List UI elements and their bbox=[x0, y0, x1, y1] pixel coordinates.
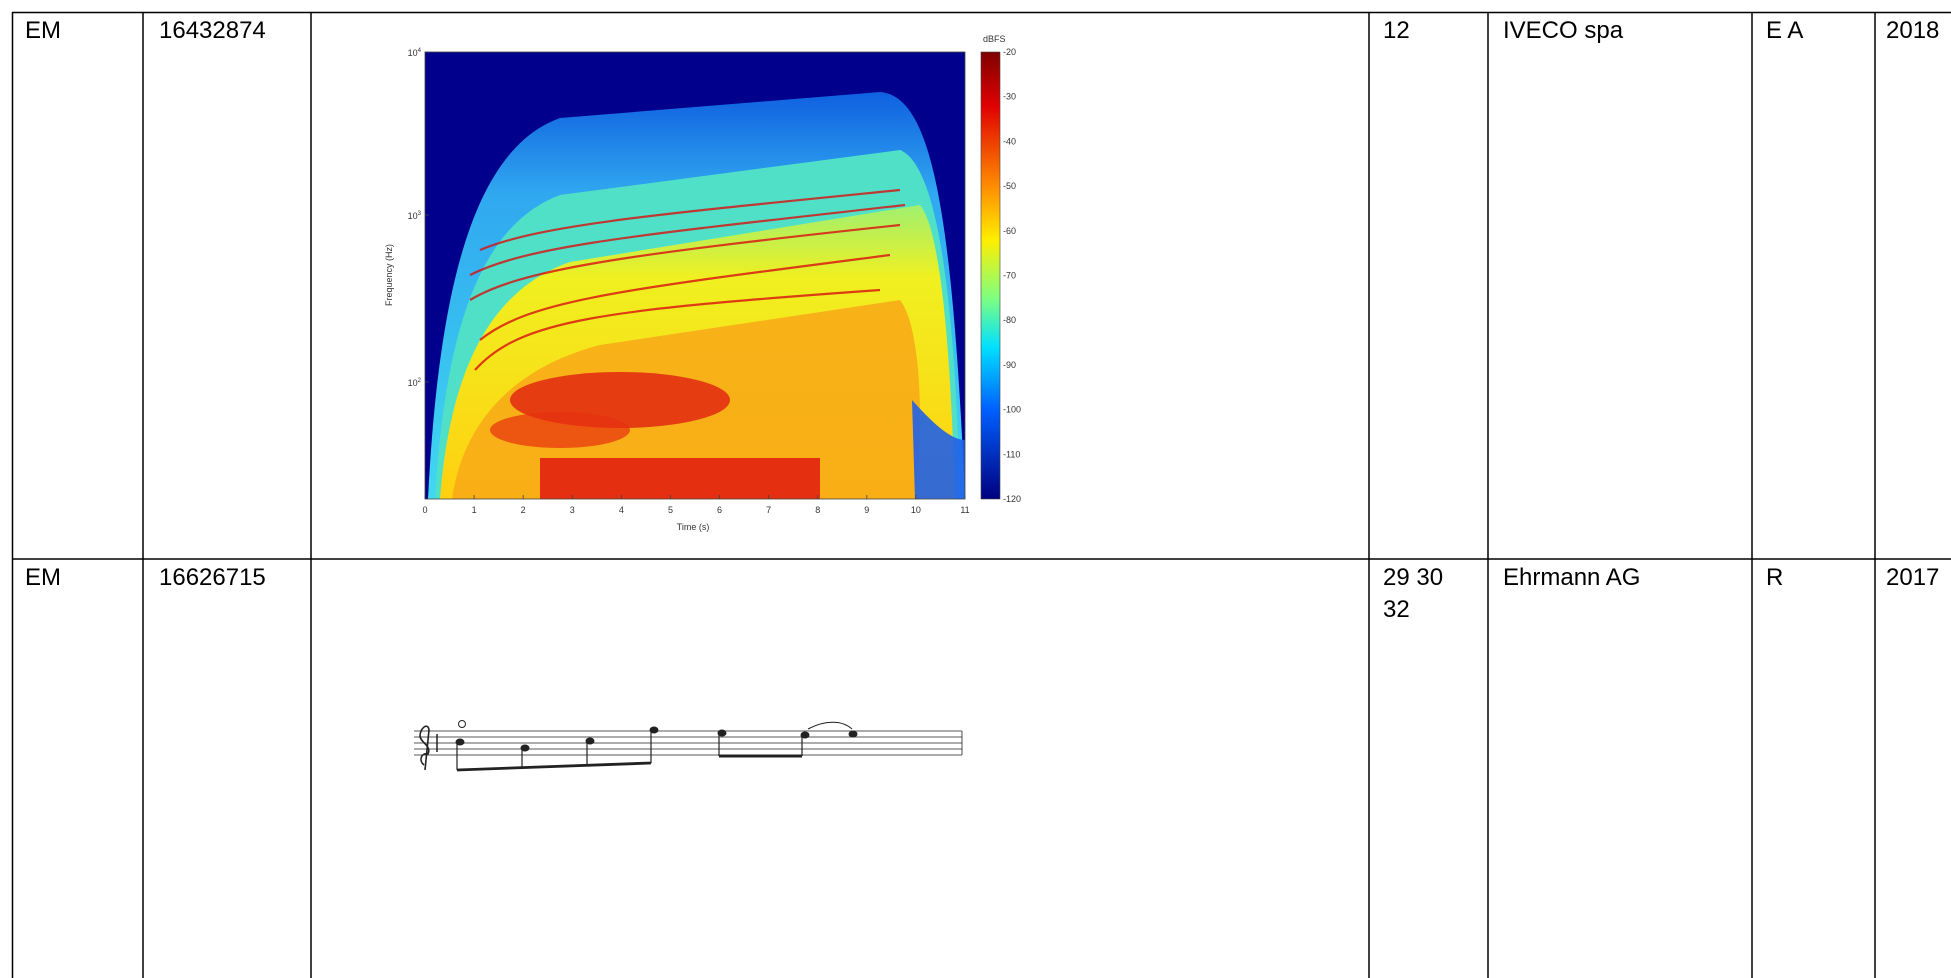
sheet-music bbox=[414, 720, 963, 772]
x-tick-label: 2 bbox=[521, 505, 526, 515]
colorbar-tick-label: -110 bbox=[1003, 449, 1020, 459]
cell-text: Ehrmann AG bbox=[1503, 564, 1640, 591]
y-tick-label: 104 bbox=[408, 48, 422, 58]
cell-text: 2018 bbox=[1886, 17, 1939, 44]
x-tick-label: 4 bbox=[619, 505, 624, 515]
tick-base: 10 bbox=[408, 48, 418, 58]
tick-exp: 3 bbox=[418, 211, 422, 217]
tick-base: 10 bbox=[408, 378, 418, 388]
cell-text: 32 bbox=[1383, 596, 1410, 623]
colorbar-tick-label: -100 bbox=[1003, 405, 1021, 415]
cell-text: EM bbox=[25, 17, 61, 44]
colorbar-tick-label: -120 bbox=[1003, 494, 1021, 504]
colorbar-tick-label: -30 bbox=[1003, 92, 1016, 102]
x-tick-label: 11 bbox=[960, 505, 969, 515]
tick-exp: 4 bbox=[418, 48, 422, 54]
colorbar-tick-label: -90 bbox=[1003, 360, 1016, 370]
tick-exp: 2 bbox=[418, 378, 422, 384]
colorbar-label: dBFS bbox=[983, 34, 1006, 44]
y-tick-label: 103 bbox=[408, 211, 422, 221]
plot-frame bbox=[424, 51, 966, 500]
cell-text: EM bbox=[25, 564, 61, 591]
colorbar-tick-label: -60 bbox=[1003, 226, 1016, 236]
cell-text: 29 30 bbox=[1383, 564, 1443, 591]
x-tick-label: 10 bbox=[911, 505, 921, 515]
x-tick-label: 1 bbox=[472, 505, 477, 515]
colorbar-tick-label: -50 bbox=[1003, 181, 1016, 191]
x-tick-label: 0 bbox=[422, 505, 427, 515]
cell-text: 16626715 bbox=[159, 564, 266, 591]
tick-base: 10 bbox=[408, 211, 418, 221]
cell-text: 12 bbox=[1383, 17, 1410, 44]
cell-text: 16432874 bbox=[159, 17, 266, 44]
x-tick-label: 6 bbox=[717, 505, 722, 515]
table-grid bbox=[11, 11, 1951, 978]
cell-text: 2017 bbox=[1886, 564, 1939, 591]
y-tick-label: 102 bbox=[408, 378, 422, 388]
colorbar-tick-label: -20 bbox=[1003, 47, 1016, 57]
cell-text: IVECO spa bbox=[1503, 17, 1624, 44]
x-tick-label: 5 bbox=[668, 505, 673, 515]
colorbar-tick-label: -40 bbox=[1003, 136, 1016, 146]
x-tick-label: 7 bbox=[766, 505, 771, 515]
colorbar-tick-label: -80 bbox=[1003, 315, 1016, 325]
x-tick-label: 9 bbox=[864, 505, 869, 515]
y-axis-label: Frequency (Hz) bbox=[384, 244, 394, 306]
spectrogram bbox=[425, 52, 965, 499]
colorbar bbox=[980, 51, 1001, 500]
cell-text: R bbox=[1766, 564, 1783, 591]
x-tick-label: 3 bbox=[570, 505, 575, 515]
x-axis-label: Time (s) bbox=[677, 522, 710, 532]
cell-text: E A bbox=[1766, 17, 1803, 44]
colorbar-tick-label: -70 bbox=[1003, 271, 1016, 281]
x-tick-label: 8 bbox=[815, 505, 820, 515]
